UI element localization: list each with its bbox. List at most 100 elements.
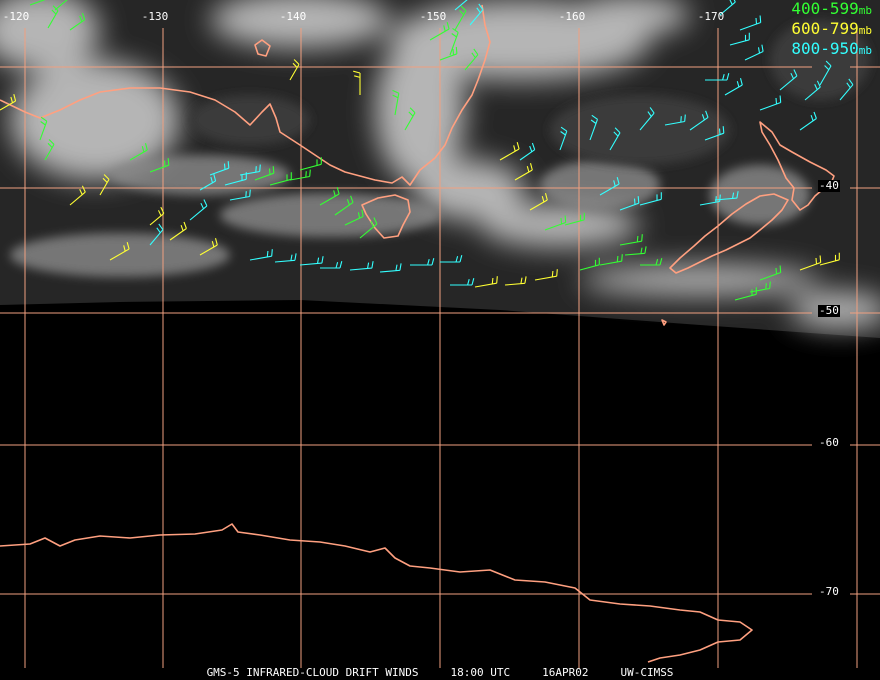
antarctica-coast [0,523,753,663]
wind-barb [109,242,130,261]
wind-barb [619,196,640,211]
wind-barb [209,161,230,176]
wind-barb [239,164,261,176]
wind-barb [609,127,621,151]
small-island-2 [661,319,667,326]
wind-barb [189,199,208,221]
wind-barb [759,95,782,111]
wind-barb [149,206,165,226]
wind-barb [819,60,832,86]
wind-barb [799,255,822,271]
infrared-imagery [0,0,880,338]
wind-barb [254,166,275,181]
pressure-legend: 400-599mb 600-799mb 800-950mb [791,0,872,60]
wind-barb [624,246,647,256]
wind-barb [353,70,361,95]
wind-barb [619,234,643,246]
lon-label-160: -160 [558,10,586,23]
wind-barb [439,46,458,61]
wind-barb [149,158,170,173]
wind-barb [640,258,663,266]
wind-barb [129,143,148,161]
australia-coast [0,4,491,186]
wind-barb [639,192,662,206]
wind-barb [379,263,402,273]
wind-barb [579,257,600,271]
wind-barb [639,107,655,131]
wind-barb [689,110,709,131]
wind-barb [744,44,764,61]
wind-barb [749,281,771,293]
lon-label-170: -170 [697,10,725,23]
wind-barb [705,73,730,81]
wind-barb [47,5,59,29]
wind-barb [819,252,840,266]
wind-barb [519,142,536,161]
wind-barb [320,261,343,269]
wind-barb [739,15,762,31]
wind-barb [449,27,459,56]
legend-400-599: 400-599mb [791,0,872,18]
wind-barb [199,174,217,191]
wind-barb [169,221,187,241]
wind-barb [54,0,68,11]
small-island-1 [254,39,271,57]
wind-barb [410,258,435,266]
lon-label-130: -130 [141,10,169,23]
wind-barb [274,253,297,263]
wind-barb [299,157,322,171]
wind-barb [544,215,567,231]
wind-barb [499,142,520,161]
wind-barb [464,48,479,71]
wind-barb [704,126,725,141]
wind-barb [359,217,378,239]
wind-barb [349,261,374,271]
lon-label-140: -140 [279,10,307,23]
lat-label-70: -70 [818,585,840,598]
wind-barb [469,3,484,26]
lat-label-50: -50 [818,304,840,317]
nz-north-island-coast [759,121,835,211]
wind-barb [99,174,110,196]
wind-barb [344,209,364,226]
wind-barb [289,169,311,181]
wind-barb [589,114,599,141]
wind-barb [69,185,86,206]
legend-800-950: 800-950mb [791,39,872,58]
wind-barb [44,139,55,161]
wind-barbs [0,0,854,301]
wind-barb [149,223,164,246]
wind-barb [729,32,750,46]
wind-barb [759,265,782,281]
wind-barb [440,255,463,263]
wind-barb [39,116,48,141]
wind-barb [514,163,533,181]
wind-barb [0,94,17,111]
wind-barb [799,111,817,131]
image-caption: GMS-5 INFRARED-CLOUD DRIFT WINDS 18:00 UT… [0,666,880,679]
wind-barb [454,5,467,31]
wind-barb [269,172,292,186]
wind-barb [289,59,300,81]
caption-time: 18:00 UTC [450,666,511,679]
wind-barb [404,107,416,131]
wind-barb [599,177,620,196]
wind-barb [454,0,468,11]
wind-barb [564,212,585,226]
wind-barb [334,195,354,216]
wind-barb [429,22,450,41]
caption-source: UW-CIMSS [620,666,674,679]
wind-barb [714,191,739,201]
caption-date: 16APR02 [542,666,589,679]
wind-barb [559,126,568,151]
wind-barb [450,278,475,286]
legend-600-799: 600-799mb [791,19,872,38]
wind-barb [229,189,251,201]
wind-barb [474,276,498,288]
wind-barb [719,0,736,16]
wind-barb [199,238,218,256]
lon-label-120: -120 [2,10,30,23]
nz-south-island-coast [669,193,789,274]
wind-barb [504,276,527,286]
